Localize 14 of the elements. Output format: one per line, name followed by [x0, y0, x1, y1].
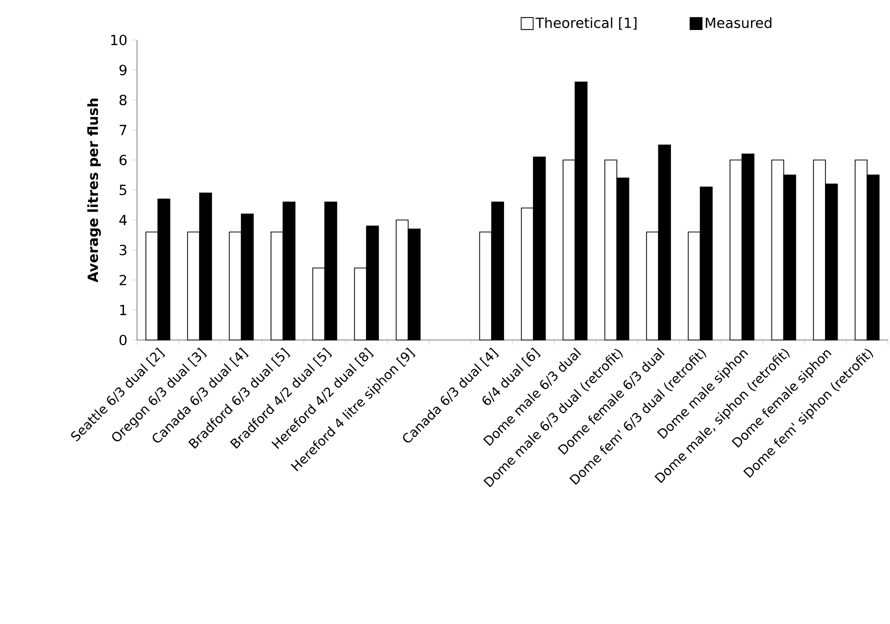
legend-label: Theoretical [1] [536, 17, 636, 30]
y-tick-label: 7 [120, 124, 126, 136]
y-tick-label: 5 [120, 184, 126, 196]
legend-label: Measured [706, 17, 772, 28]
y-tick-label: 10 [111, 34, 127, 46]
y-tick-label: 1 [120, 304, 126, 316]
y-tick-label: 4 [119, 214, 127, 226]
y-tick-label: 0 [120, 334, 127, 346]
y-tick-label: 8 [120, 94, 127, 106]
y-tick-label: 9 [119, 64, 127, 76]
y-tick-label: 2 [120, 274, 126, 286]
y-axis-title: Average litres per flush [87, 98, 101, 282]
y-tick-label: 3 [120, 244, 126, 256]
y-tick-label: 6 [120, 154, 127, 166]
